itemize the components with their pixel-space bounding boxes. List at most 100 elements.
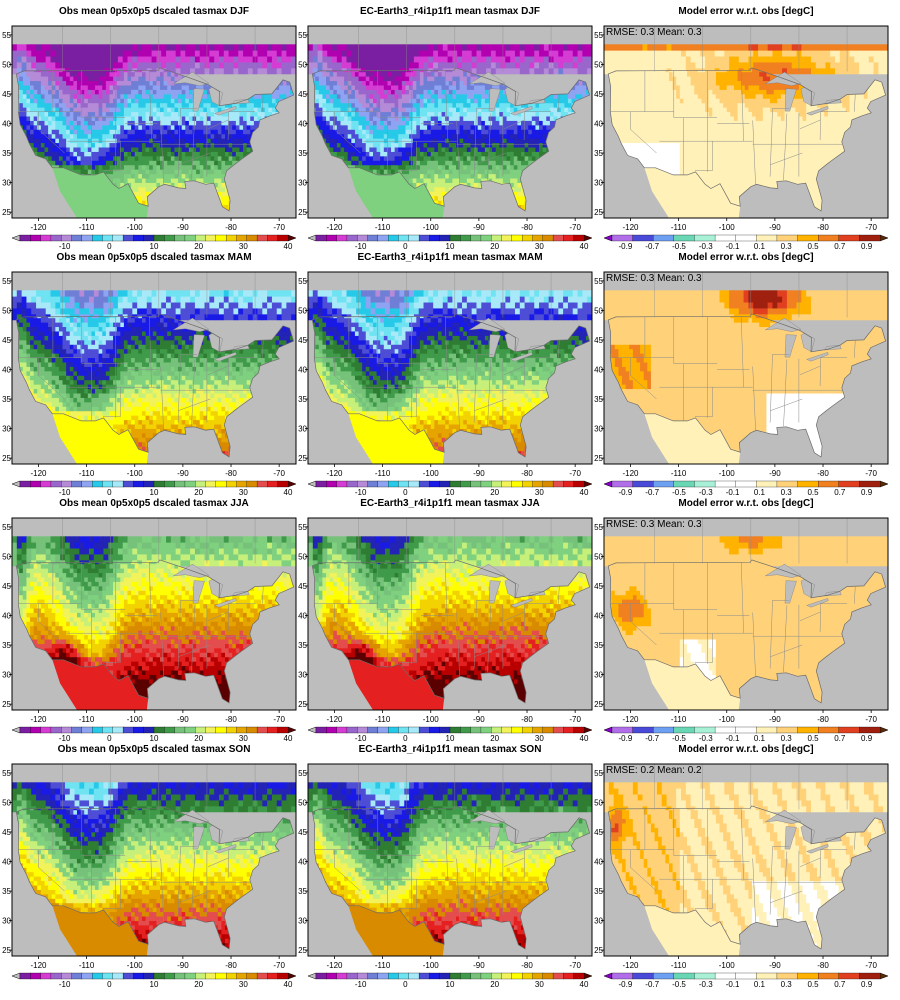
temperature-colorbar: -10 0 10 20 30 40 (11, 972, 297, 989)
colorbar-swatch (859, 480, 881, 488)
x-tick-label: -90 (769, 961, 781, 970)
y-tick-label: 25 (298, 946, 307, 955)
colorbar-swatch (838, 234, 860, 242)
colorbar-swatch (153, 726, 165, 734)
y-tick-label: 35 (594, 395, 603, 404)
colorbar-swatch (838, 480, 860, 488)
colorbar-swatch (236, 972, 248, 980)
y-tick-label: 50 (298, 60, 307, 69)
map-panel-mam-error-2: Model error w.r.t. obs [degC] RMSE: 0.3 M… (603, 252, 889, 465)
y-tick-label: 30 (2, 425, 11, 434)
colorbar-swatch (398, 480, 410, 488)
map-frame (307, 271, 593, 465)
colorbar-swatch (542, 726, 554, 734)
colorbar-swatch (460, 480, 472, 488)
great-lake (510, 844, 533, 854)
colorbar-tick-label: -0.9 (619, 242, 633, 251)
colorbar-tick-label: -0.9 (619, 488, 633, 497)
colorbar-tick-label: 30 (239, 980, 248, 989)
colorbar-swatch (501, 480, 513, 488)
y-tick-label: 40 (2, 857, 11, 866)
mexico-field (348, 659, 445, 710)
y-tick-label: 45 (594, 828, 603, 837)
colorbar-high-arrow (583, 726, 593, 734)
great-lake (469, 563, 506, 578)
y-tick-label: 40 (594, 119, 603, 128)
great-lake (469, 809, 506, 824)
colorbar-swatch (174, 480, 186, 488)
x-tick-label: -100 (719, 223, 736, 232)
map-frame (603, 271, 889, 465)
colorbar-tick-label: 0.9 (861, 980, 873, 989)
great-lake (488, 826, 501, 850)
x-tick-label: -110 (375, 469, 391, 478)
x-tick-label: -110 (671, 223, 687, 232)
colorbar-swatch (256, 480, 268, 488)
colorbar-tick-label: 20 (490, 734, 499, 743)
colorbar-tick-label: 0.7 (834, 734, 846, 743)
colorbar-swatch (267, 972, 279, 980)
x-tick-label: -90 (473, 961, 485, 970)
mexico-field (348, 167, 445, 218)
colorbar-tick-label: -0.9 (619, 980, 633, 989)
colorbar-tick-label: 30 (239, 242, 248, 251)
colorbar-tick-label: 10 (446, 488, 455, 497)
colorbar-swatch (30, 480, 42, 488)
colorbar-swatch (277, 726, 289, 734)
colorbar-swatch (449, 726, 461, 734)
colorbar-swatch (552, 480, 564, 488)
y-tick-label: 45 (594, 582, 603, 591)
colorbar-swatch (735, 972, 757, 980)
great-lake (173, 809, 210, 824)
colorbar-tick-label: 40 (580, 734, 589, 743)
colorbar-swatch (246, 726, 258, 734)
x-tick-label: -80 (817, 469, 829, 478)
colorbar-swatch (388, 726, 399, 734)
colorbar-swatch (174, 234, 186, 242)
canada-field (604, 536, 888, 567)
colorbar-swatch (859, 972, 881, 980)
map-frame (307, 763, 593, 957)
colorbar-swatch (377, 234, 389, 242)
colorbar-swatch (71, 480, 83, 488)
panel-title: Model error w.r.t. obs [degC] (678, 252, 813, 263)
colorbar-swatch (542, 972, 554, 980)
y-tick-label: 25 (594, 454, 603, 463)
colorbar-swatch (522, 726, 533, 734)
colorbar-swatch (184, 234, 196, 242)
borders (15, 26, 295, 212)
colorbar-swatch (501, 234, 513, 242)
colorbar-low-arrow (11, 234, 21, 242)
colorbar-swatch (653, 234, 675, 242)
colorbar-tick-label: 0.3 (781, 980, 793, 989)
colorbar-swatch (818, 480, 840, 488)
colorbar-swatch (449, 972, 461, 980)
colorbar-tick-label: 10 (446, 242, 455, 251)
colorbar-swatch (81, 972, 93, 980)
colorbar-tick-label: 30 (535, 488, 544, 497)
colorbar-swatch (552, 234, 564, 242)
y-tick-label: 40 (594, 611, 603, 620)
x-tick-label: -120 (622, 223, 639, 232)
canada-field (308, 782, 592, 813)
colorbar-tick-label: 0.7 (834, 980, 846, 989)
colorbar-high-arrow (287, 480, 297, 488)
canada-field (12, 782, 296, 813)
colorbar-swatch (611, 480, 634, 488)
great-lake (173, 317, 210, 332)
colorbar-swatch (408, 726, 420, 734)
great-lake (765, 809, 802, 824)
colorbar-tick-label: -0.9 (619, 734, 633, 743)
colorbar-swatch (632, 234, 654, 242)
colorbar-swatch (573, 972, 585, 980)
colorbar-swatch (694, 726, 716, 734)
y-tick-label: 55 (2, 523, 11, 532)
colorbar-tick-label: 0 (403, 488, 408, 497)
colorbar-high-arrow (287, 234, 297, 242)
y-tick-label: 30 (298, 671, 307, 680)
colorbar-swatch (480, 726, 492, 734)
x-tick-label: -100 (127, 715, 144, 724)
x-tick-label: -120 (30, 715, 47, 724)
colorbar-tick-label: -0.7 (645, 980, 659, 989)
x-tick-label: -100 (127, 469, 144, 478)
